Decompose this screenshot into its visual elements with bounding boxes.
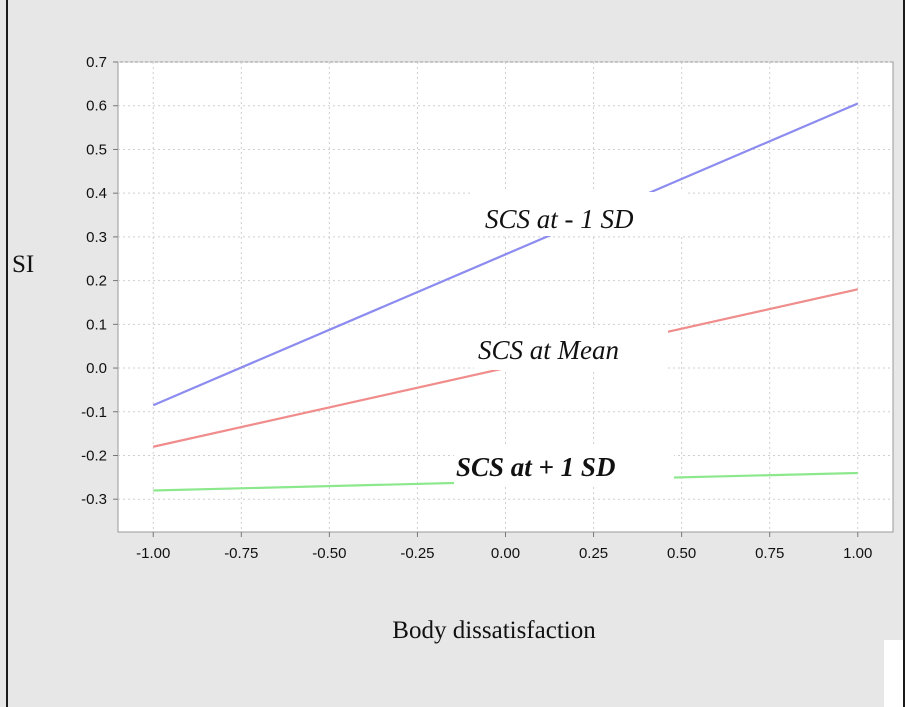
x-axis-ticks: -1.00 -0.75 -0.50 -0.25 0.00 0.25 0.50 0.75 1.00 [136, 532, 872, 562]
x-tick-label: 0.75 [755, 545, 784, 562]
x-tick-label: 0.00 [491, 545, 520, 562]
label-background-mean [474, 328, 668, 370]
y-tick-label: -0.2 [81, 447, 107, 464]
label-background-minus-1sd [470, 192, 688, 236]
series-line-0 [152, 102, 859, 407]
x-tick-label: 0.25 [579, 545, 608, 562]
y-tick-label: 0.5 [86, 141, 107, 158]
frame-right-border [903, 0, 905, 707]
x-tick-label: -0.50 [312, 545, 346, 562]
x-tick-label: 1.00 [843, 545, 872, 562]
y-axis-ticks: 0.7 0.6 0.5 0.4 0.3 0.2 0.1 0.0 -0.1 -0.2 -0.3 [81, 54, 118, 508]
series-label-scs-mean: SCS at Mean [478, 335, 619, 365]
y-tick-label: 0.1 [86, 316, 107, 333]
x-axis-title: Body dissatisfaction [392, 617, 596, 644]
x-tick-label: 0.50 [667, 545, 696, 562]
y-tick-label: 0.0 [86, 360, 107, 377]
y-tick-label: 0.2 [86, 273, 107, 290]
series-labels: SCS at - 1 SD SCS at Mean SCS at + 1 SD [454, 192, 688, 487]
frame-left-border [6, 0, 8, 707]
series-label-scs-minus-1sd: SCS at - 1 SD [485, 204, 634, 234]
frame-corner-patch [884, 640, 903, 707]
y-tick-label: 0.3 [86, 229, 107, 246]
series-label-scs-plus-1sd: SCS at + 1 SD [456, 452, 615, 482]
x-tick-label: -0.25 [400, 545, 434, 562]
y-axis-title: SI [12, 251, 34, 278]
x-tick-label: -0.75 [224, 545, 258, 562]
y-tick-label: 0.4 [86, 185, 107, 202]
x-tick-label: -1.00 [136, 545, 170, 562]
y-tick-label: 0.7 [86, 54, 107, 71]
y-tick-label: -0.1 [81, 404, 107, 421]
y-tick-label: 0.6 [86, 98, 107, 115]
y-tick-label: -0.3 [81, 491, 107, 508]
label-background-plus-1sd [454, 445, 674, 487]
